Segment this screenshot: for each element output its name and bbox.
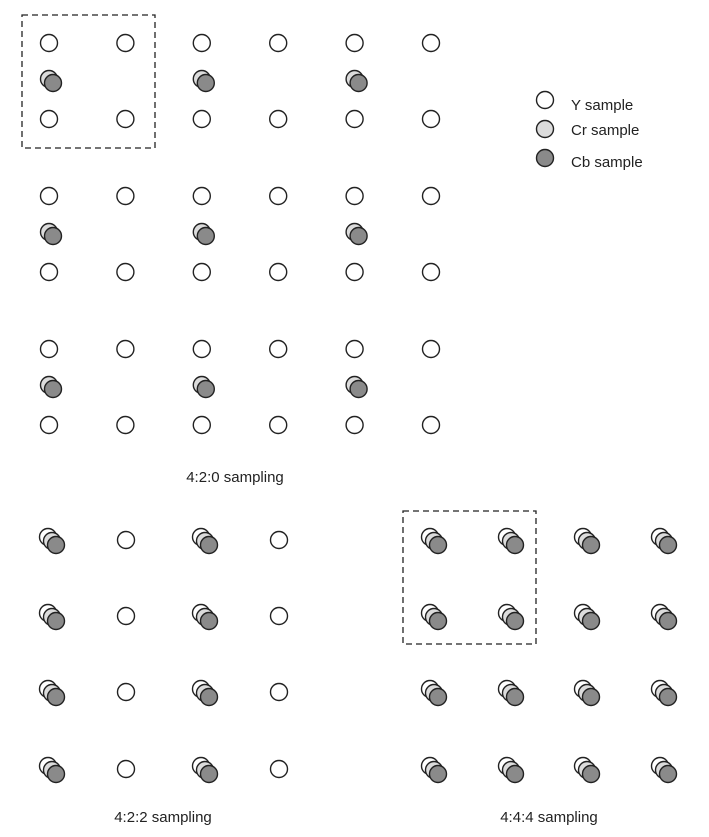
y-sample <box>345 339 364 359</box>
legend-cr-label: Cr sample <box>571 122 639 139</box>
y-sample <box>345 262 364 282</box>
cb-sample <box>43 379 63 399</box>
legend-cr-swatch-icon <box>535 119 555 139</box>
cb-sample <box>428 764 448 784</box>
y-sample <box>116 109 135 129</box>
y-sample <box>269 682 289 702</box>
y-sample <box>116 415 135 435</box>
cb-sample <box>505 535 525 555</box>
cb-sample <box>505 764 525 784</box>
caption-420: 4:2:0 sampling <box>186 469 284 486</box>
y-sample <box>192 33 212 53</box>
cb-sample <box>581 611 601 631</box>
cb-sample <box>658 611 678 631</box>
y-sample <box>116 186 135 206</box>
cb-sample <box>428 535 448 555</box>
caption-422: 4:2:2 sampling <box>114 809 212 826</box>
y-sample <box>421 262 441 282</box>
legend: Y sample Cr sample Cb sample <box>535 90 643 171</box>
cb-sample <box>658 687 678 707</box>
cb-sample <box>581 764 601 784</box>
y-sample <box>345 415 364 435</box>
y-sample <box>116 759 136 779</box>
y-sample <box>269 262 288 282</box>
y-sample <box>116 262 135 282</box>
y-sample <box>39 262 59 282</box>
y-sample <box>39 186 59 206</box>
block-outline-444 <box>402 510 537 645</box>
cb-sample <box>505 687 525 707</box>
cb-sample <box>196 73 216 93</box>
legend-y-swatch-icon <box>535 90 555 110</box>
y-sample <box>269 759 289 779</box>
cb-sample <box>428 611 448 631</box>
y-sample <box>421 33 441 53</box>
cb-sample <box>199 687 219 707</box>
cb-sample <box>199 764 219 784</box>
cb-sample <box>581 687 601 707</box>
cb-sample <box>658 535 678 555</box>
cb-sample <box>196 379 216 399</box>
y-sample <box>39 415 59 435</box>
y-sample <box>269 530 289 550</box>
y-sample <box>192 339 212 359</box>
y-sample <box>116 682 136 702</box>
caption-444: 4:4:4 sampling <box>500 809 598 826</box>
y-sample <box>421 186 441 206</box>
cb-sample <box>46 687 66 707</box>
cb-sample <box>349 226 368 246</box>
cb-sample <box>46 611 66 631</box>
panel-420 <box>39 33 441 435</box>
cb-sample <box>349 379 368 399</box>
y-sample <box>192 415 212 435</box>
cb-sample <box>199 611 219 631</box>
y-sample <box>192 262 212 282</box>
y-sample <box>269 606 289 626</box>
y-sample <box>345 109 364 129</box>
cb-sample <box>43 73 63 93</box>
y-sample <box>421 339 441 359</box>
cb-sample <box>43 226 63 246</box>
y-sample <box>421 109 441 129</box>
cb-sample <box>428 687 448 707</box>
y-sample <box>116 33 135 53</box>
cb-sample <box>46 764 66 784</box>
cb-sample <box>658 764 678 784</box>
cb-sample <box>46 535 66 555</box>
legend-cb-label: Cb sample <box>571 154 643 171</box>
cb-sample <box>196 226 216 246</box>
y-sample <box>345 33 364 53</box>
y-sample <box>269 186 288 206</box>
y-sample <box>345 186 364 206</box>
cb-sample <box>199 535 219 555</box>
y-sample <box>269 33 288 53</box>
legend-cb-swatch-icon <box>535 148 555 168</box>
y-sample <box>269 109 288 129</box>
y-sample <box>116 530 136 550</box>
cb-sample <box>581 535 601 555</box>
y-sample <box>269 415 288 435</box>
y-sample <box>192 109 212 129</box>
panel-422 <box>38 527 289 784</box>
y-sample <box>116 339 135 359</box>
y-sample <box>39 339 59 359</box>
legend-y-label: Y sample <box>571 97 633 114</box>
panel-444 <box>420 527 678 784</box>
y-sample <box>192 186 212 206</box>
y-sample <box>39 109 59 129</box>
y-sample <box>116 606 136 626</box>
y-sample <box>421 415 441 435</box>
cb-sample <box>349 73 368 93</box>
y-sample <box>269 339 288 359</box>
cb-sample <box>505 611 525 631</box>
y-sample <box>39 33 59 53</box>
block-outline-420 <box>21 14 156 149</box>
